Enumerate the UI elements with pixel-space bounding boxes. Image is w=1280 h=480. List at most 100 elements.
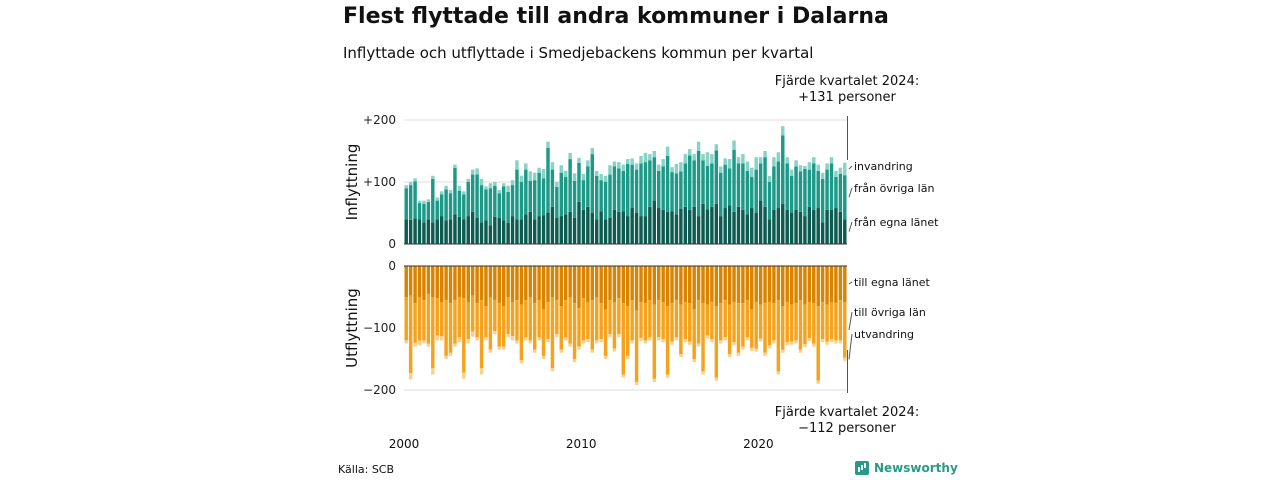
bar-fran-egna-lanet [758,200,763,244]
bar-fran-ovriga-lan [577,162,581,202]
bar-till-ovriga-lan [546,301,550,340]
brand-name: Newsworthy [874,461,958,475]
bar-till-ovriga-lan [563,300,568,338]
bar-utvandring [466,339,470,344]
bar-till-ovriga-lan [781,306,785,350]
chart-logo-icon [855,461,869,475]
bar-fran-egna-lanet [683,206,688,244]
bar-fran-ovriga-lan [643,162,648,217]
bar-invandring [648,154,652,161]
bar-utvandring [714,377,719,381]
bar-fran-ovriga-lan [829,163,834,210]
bar-fran-egna-lanet [710,206,714,244]
bar-till-ovriga-lan [603,309,608,356]
bar-till-egna-lanet [741,266,745,304]
bar-fran-ovriga-lan [803,168,807,217]
bar-fran-ovriga-lan [688,155,692,210]
bar-fran-ovriga-lan [408,185,413,220]
bar-fran-egna-lanet [767,219,772,244]
annotation-bottom-line1: Fjärde kvartalet 2024: [774,405,920,420]
bar-till-egna-lanet [621,266,626,304]
bar-till-ovriga-lan [772,303,776,341]
bar-fran-egna-lanet [754,213,758,244]
inflow-y-tick-label: +200 [363,113,396,127]
bar-till-egna-lanet [506,266,510,297]
bar-fran-ovriga-lan [603,182,608,220]
bar-till-egna-lanet [705,266,710,305]
bar-invandring [723,158,727,165]
bar-till-ovriga-lan [758,304,763,339]
bar-till-egna-lanet [524,266,528,301]
bar-fran-ovriga-lan [484,189,488,221]
bar-till-egna-lanet [710,266,714,302]
bar-till-egna-lanet [541,266,546,310]
bar-fran-ovriga-lan [537,172,541,217]
bar-till-ovriga-lan [692,309,696,359]
bar-utvandring [648,337,652,341]
bar-utvandring [812,343,816,347]
bar-utvandring [781,349,785,353]
bar-invandring [763,151,767,158]
bar-utvandring [670,341,674,345]
bar-utvandring [479,368,484,375]
bar-invandring [568,152,572,160]
bar-till-egna-lanet [719,266,723,304]
bar-fran-ovriga-lan [798,171,803,212]
bar-utvandring [506,334,510,338]
chart-title: Flest flyttade till andra kommuner i Dal… [343,4,889,29]
bar-invandring [825,163,829,170]
outflow-y-tick-label: −100 [363,321,396,335]
bar-till-egna-lanet [559,266,563,307]
bar-fran-ovriga-lan [741,163,745,210]
annotation-top-line1: Fjärde kvartalet 2024: [774,74,920,89]
bar-fran-egna-lanet [688,209,692,244]
bar-invandring [652,151,657,158]
bar-utvandring [617,334,621,338]
bar-fran-ovriga-lan [843,175,847,220]
bar-till-egna-lanet [590,266,595,301]
bar-utvandring [688,341,692,345]
bar-utvandring [803,344,807,348]
bar-utvandring [444,355,448,359]
bar-till-egna-lanet [758,266,763,305]
bar-fran-egna-lanet [812,209,816,244]
bar-invandring [519,175,524,182]
bar-invandring [515,160,519,170]
bar-utvandring [404,340,408,344]
bar-till-ovriga-lan [732,301,736,343]
label-leader [848,187,853,198]
bar-utvandring [426,343,431,347]
bar-till-egna-lanet [563,266,568,301]
bar-fran-ovriga-lan [710,163,714,207]
bar-till-egna-lanet [555,266,559,301]
bar-fran-ovriga-lan [781,135,785,204]
bar-invandring [439,191,444,195]
bar-till-ovriga-lan [825,304,829,342]
bar-till-ovriga-lan [763,303,767,353]
annotation-top-line2: +131 personer [798,90,896,105]
bar-fran-ovriga-lan [541,178,546,216]
bar-utvandring [594,340,599,344]
bar-fran-egna-lanet [408,219,413,244]
bar-fran-ovriga-lan [563,177,568,215]
bar-till-ovriga-lan [501,306,506,347]
bar-fran-egna-lanet [510,216,515,244]
bar-fran-ovriga-lan [466,182,470,217]
bar-invandring [603,175,608,182]
bar-till-ovriga-lan [470,295,475,332]
bar-fran-ovriga-lan [776,161,781,209]
bar-fran-ovriga-lan [506,191,510,223]
bar-fran-ovriga-lan [448,193,453,220]
bar-fran-egna-lanet [617,211,621,244]
bar-utvandring [825,341,829,345]
bar-invandring [581,173,586,181]
bar-till-egna-lanet [408,266,413,296]
bar-fran-ovriga-lan [758,163,763,201]
bar-utvandring [763,352,767,356]
bar-till-egna-lanet [453,266,457,301]
bar-fran-egna-lanet [834,208,838,244]
bar-till-ovriga-lan [820,301,825,340]
bar-till-egna-lanet [679,266,683,305]
bar-utvandring [484,337,488,341]
bar-utvandring [555,334,559,338]
